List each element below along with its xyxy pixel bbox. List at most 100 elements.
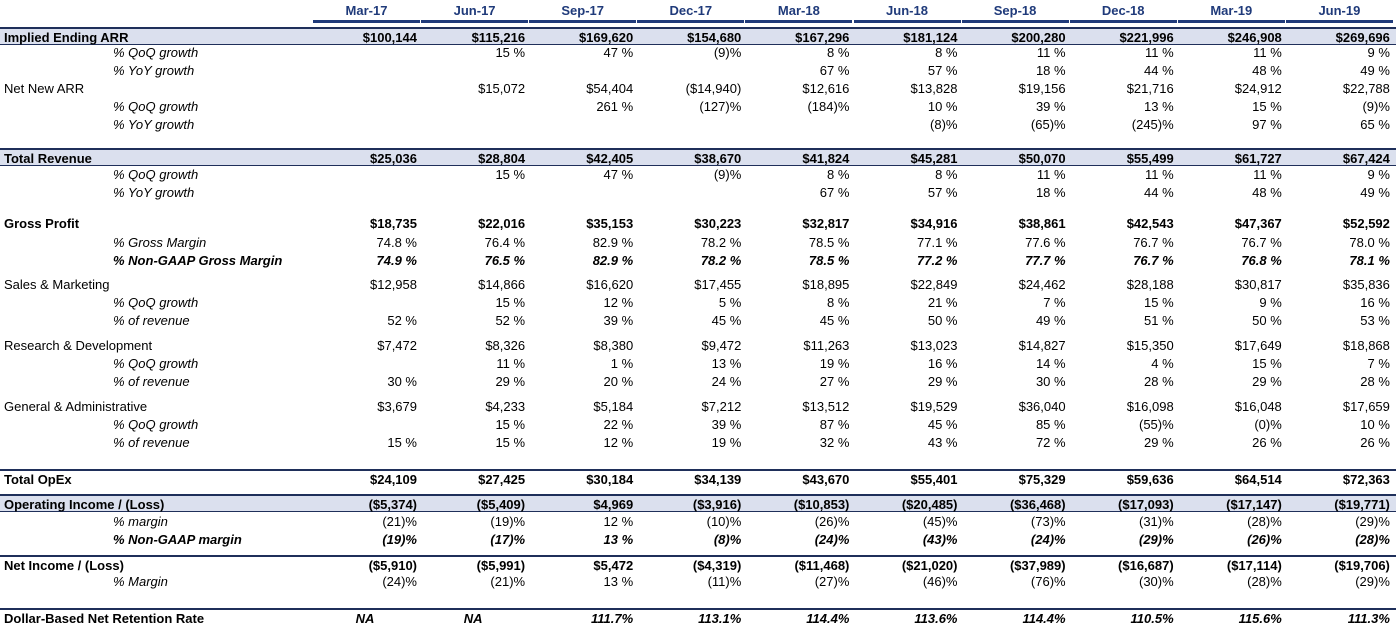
- cell-value: $167,296: [795, 30, 850, 45]
- cell-value: $16,048: [1234, 399, 1282, 414]
- cell-value: 67 %: [819, 185, 850, 200]
- cell-value: (45)%: [922, 514, 958, 529]
- cell-value: (29)%: [1355, 514, 1390, 529]
- cell-value: 12 %: [603, 514, 634, 529]
- cell-value: 51 %: [1144, 313, 1174, 328]
- cell-value: 15 %: [495, 295, 526, 310]
- cell-value: 110.5%: [1130, 611, 1174, 626]
- cell-value: 65 %: [1360, 117, 1390, 132]
- cell-value: 20 %: [603, 374, 634, 389]
- cell-value: (245)%: [1131, 117, 1174, 132]
- cell-value: $169,620: [578, 30, 634, 45]
- row-label: Research & Development: [4, 338, 153, 353]
- cell-value: NA: [355, 611, 375, 626]
- cell-value: (26)%: [814, 514, 850, 529]
- cell-value: (31)%: [1139, 514, 1174, 529]
- cell-value: $100,144: [362, 30, 417, 45]
- cell-value: $19,529: [910, 399, 958, 414]
- cell-value: $7,212: [701, 399, 742, 414]
- cell-value: 18 %: [1035, 185, 1066, 200]
- cell-value: $22,788: [1342, 81, 1390, 96]
- table-row: % QoQ growth 15 % 12 % 5 % 8 % 21 % 7 % 15 % 9 %…: [0, 294, 1396, 312]
- table-row: General & Administrative $3,679 $4,233 $5,1…: [0, 398, 1396, 416]
- table-row: Research & Development $7,472 $8,326 $8,380…: [0, 337, 1396, 355]
- cell-value: ($10,853): [793, 497, 850, 512]
- cell-value: $41,824: [802, 151, 850, 166]
- table-row: % of revenue 52 % 52 % 39 % 45 % 45 % 50 % 49 %…: [0, 312, 1396, 330]
- table-row: Operating Income / (Loss) ($5,374) ($5,409…: [0, 494, 1396, 512]
- cell-value: 39 %: [711, 417, 742, 432]
- cell-value: 27 %: [819, 374, 850, 389]
- cell-value: 9 %: [1259, 295, 1282, 310]
- cell-value: 39 %: [603, 313, 634, 328]
- row-label: Implied Ending ARR: [4, 30, 129, 45]
- cell-value: $14,866: [478, 277, 526, 292]
- cell-value: $24,912: [1234, 81, 1282, 96]
- cell-value: 10 %: [1360, 417, 1390, 432]
- cell-value: 11 %: [1145, 45, 1174, 60]
- row-label: % of revenue: [113, 374, 190, 389]
- table-row: % Non-GAAP Gross Margin 74.9 % 76.5 % 82.9 …: [0, 252, 1396, 270]
- cell-value: (17)%: [490, 532, 526, 547]
- table-row: Total OpEx $24,109 $27,425 $30,184 $34,139 $4…: [0, 469, 1396, 487]
- cell-value: 1 %: [610, 356, 634, 371]
- table-row: % margin (21)% (19)% 12 % (10)% (26)% (45)% (73…: [0, 513, 1396, 531]
- cell-value: 28 %: [1144, 374, 1174, 389]
- cell-value: $24,462: [1018, 277, 1066, 292]
- cell-value: (19)%: [490, 514, 526, 529]
- cell-value: $22,849: [910, 277, 958, 292]
- cell-value: $55,401: [910, 472, 958, 487]
- cell-value: $115,216: [471, 30, 526, 45]
- cell-value: 77.6 %: [1025, 235, 1066, 250]
- cell-value: $181,124: [903, 30, 958, 45]
- cell-value: 15 %: [1252, 356, 1282, 371]
- cell-value: $9,472: [701, 338, 742, 353]
- cell-value: $154,680: [687, 30, 742, 45]
- cell-value: (46)%: [922, 574, 958, 589]
- cell-value: 22 %: [603, 417, 634, 432]
- cell-value: 8 %: [935, 45, 958, 60]
- cell-value: $72,363: [1342, 472, 1390, 487]
- cell-value: ($20,485): [901, 497, 958, 512]
- row-label: % QoQ growth: [113, 45, 199, 60]
- cell-value: $13,828: [910, 81, 958, 96]
- cell-value: 78.5 %: [808, 235, 850, 250]
- cell-value: 72 %: [1035, 435, 1066, 450]
- cell-value: 19 %: [819, 356, 850, 371]
- cell-value: $7,472: [377, 338, 417, 353]
- cell-value: (76)%: [1030, 574, 1066, 589]
- cell-value: ($19,771): [1334, 497, 1390, 512]
- cell-value: 78.1 %: [1349, 253, 1390, 268]
- cell-value: 76.8 %: [1241, 253, 1282, 268]
- cell-value: 87 %: [819, 417, 850, 432]
- cell-value: (55)%: [1139, 417, 1174, 432]
- cell-value: (9)%: [713, 167, 742, 182]
- table-row: % QoQ growth 15 % 47 % (9)% 8 % 8 % 11 % 11 % 11…: [0, 44, 1396, 62]
- cell-value: ($17,147): [1226, 497, 1282, 512]
- column-header: Sep-17: [529, 2, 637, 23]
- cell-value: $32,817: [802, 216, 850, 231]
- row-label: % of revenue: [113, 435, 190, 450]
- cell-value: $13,512: [802, 399, 850, 414]
- cell-value: $16,098: [1126, 399, 1174, 414]
- cell-value: (11)%: [707, 574, 742, 589]
- cell-value: 77.2 %: [917, 253, 958, 268]
- cell-value: $18,735: [370, 216, 417, 231]
- table-row: % YoY growth 67 % 57 % 18 % 44 % 48 % 49 %: [0, 62, 1396, 80]
- cell-value: ($36,468): [1009, 497, 1066, 512]
- cell-value: $12,958: [370, 277, 417, 292]
- cell-value: 74.9 %: [376, 253, 417, 268]
- cell-value: 97 %: [1252, 117, 1282, 132]
- cell-value: 19 %: [711, 435, 742, 450]
- row-label: % YoY growth: [113, 117, 195, 132]
- table-row: % YoY growth 67 % 57 % 18 % 44 % 48 % 49 %: [0, 184, 1396, 202]
- cell-value: 8 %: [826, 295, 850, 310]
- cell-value: (10)%: [706, 514, 742, 529]
- cell-value: 12 %: [603, 295, 634, 310]
- row-label: Total Revenue: [4, 151, 92, 166]
- cell-value: 82.9 %: [592, 253, 634, 268]
- cell-value: $45,281: [910, 151, 958, 166]
- cell-value: (21)%: [382, 514, 417, 529]
- table-row: Implied Ending ARR $100,144 $115,216 $169,6…: [0, 27, 1396, 45]
- cell-value: 16 %: [1360, 295, 1390, 310]
